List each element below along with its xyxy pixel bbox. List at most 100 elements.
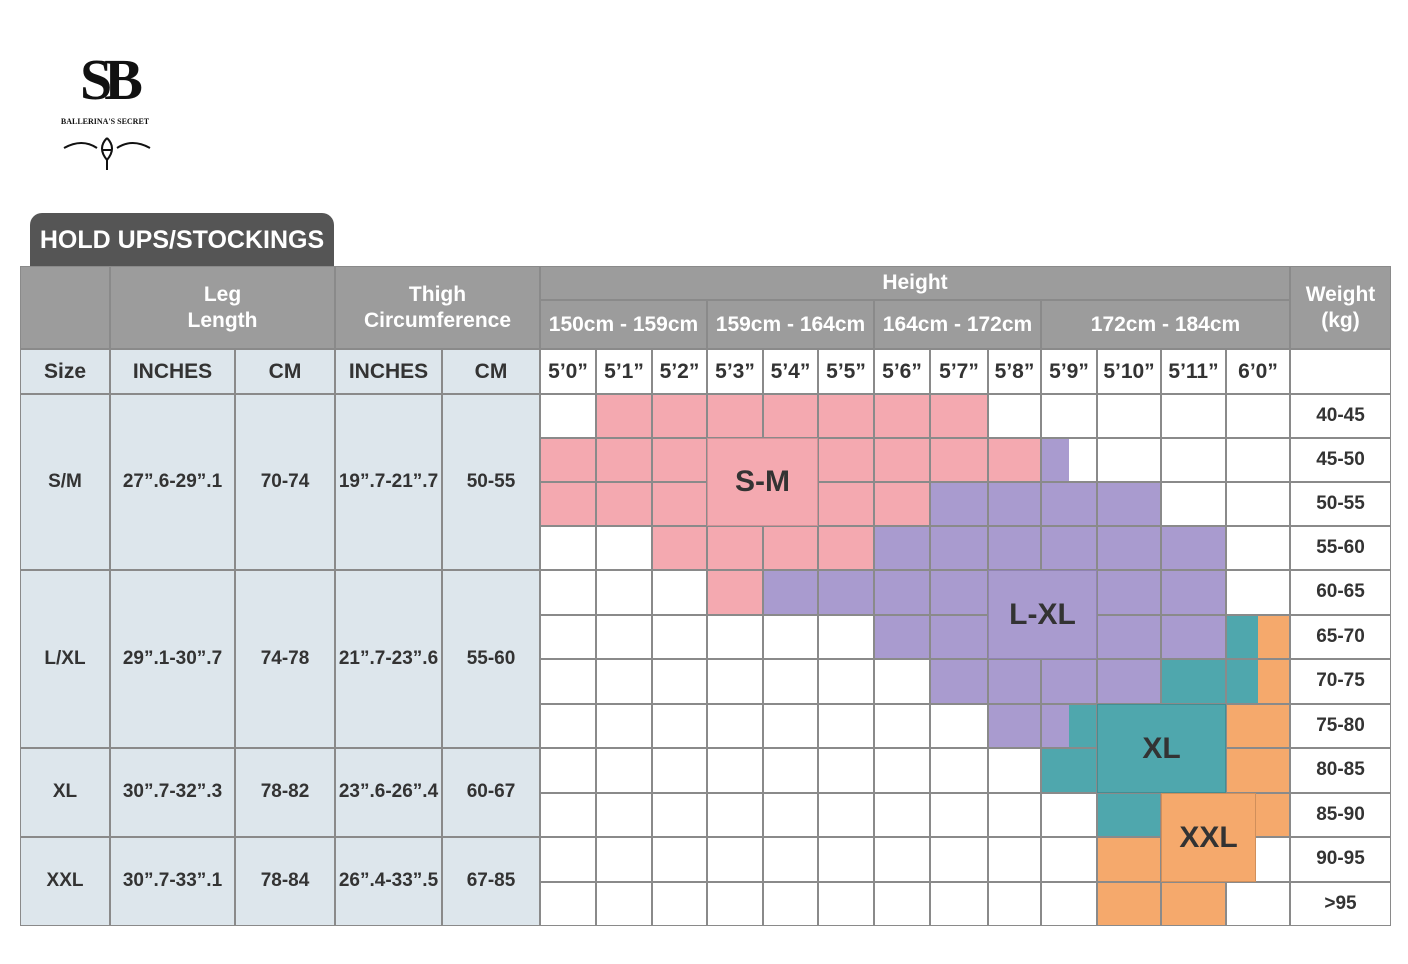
grid-cell <box>596 570 652 615</box>
grid-cell <box>707 793 763 837</box>
zone-label: XL <box>1097 704 1226 793</box>
size-thigh-cm: 55-60 <box>442 570 540 748</box>
grid-cell <box>988 526 1041 570</box>
grid-cell <box>1161 482 1226 526</box>
grid-cell <box>596 793 652 837</box>
grid-cell <box>1097 570 1161 615</box>
grid-cell <box>818 659 874 704</box>
grid-cell <box>763 659 818 704</box>
grid-cell <box>707 526 763 570</box>
zone-label: L-XL <box>988 570 1097 659</box>
weight-label: 75-80 <box>1290 704 1391 748</box>
grid-cell <box>818 837 874 882</box>
grid-cell <box>1041 748 1097 793</box>
grid-cell <box>1097 526 1161 570</box>
grid-cell <box>988 438 1041 482</box>
weight-label: 50-55 <box>1290 482 1391 526</box>
grid-cell <box>988 837 1041 882</box>
grid-cell <box>874 882 930 926</box>
grid-cell <box>1226 526 1290 570</box>
size-leg-in: 30”.7-33”.1 <box>110 837 235 926</box>
grid-cell <box>874 482 930 526</box>
grid-cell <box>596 615 652 659</box>
header-ft: 5’2” <box>652 349 707 394</box>
logo-monogram: SB <box>80 47 143 113</box>
header-ft: 5’1” <box>596 349 652 394</box>
grid-cell <box>1161 659 1226 704</box>
grid-cell <box>874 704 930 748</box>
grid-cell <box>763 793 818 837</box>
header-unit: INCHES <box>110 349 235 394</box>
size-thigh-in: 21”.7-23”.6 <box>335 570 442 748</box>
grid-cell <box>707 704 763 748</box>
grid-cell <box>540 526 596 570</box>
grid-cell <box>818 882 874 926</box>
weight-label: 45-50 <box>1290 438 1391 482</box>
header-ft: 5’0” <box>540 349 596 394</box>
weight-label: 90-95 <box>1290 837 1391 882</box>
size-leg-cm: 70-74 <box>235 394 335 570</box>
grid-cell <box>1041 438 1097 482</box>
grid-cell <box>930 793 988 837</box>
grid-cell <box>1226 438 1290 482</box>
grid-cell <box>874 793 930 837</box>
grid-cell <box>763 394 818 438</box>
grid-cell <box>707 837 763 882</box>
grid-cell <box>540 659 596 704</box>
grid-cell <box>596 438 652 482</box>
grid-cell <box>1041 526 1097 570</box>
grid-cell <box>1041 882 1097 926</box>
grid-cell <box>1097 882 1161 926</box>
weight-label: 65-70 <box>1290 615 1391 659</box>
weight-label: 40-45 <box>1290 394 1391 438</box>
grid-cell <box>540 793 596 837</box>
grid-cell <box>1041 704 1097 748</box>
grid-cell <box>652 659 707 704</box>
header-unit: CM <box>235 349 335 394</box>
grid-cell <box>818 748 874 793</box>
header-ft: 5’4” <box>763 349 818 394</box>
grid-cell <box>1226 570 1290 615</box>
size-leg-cm: 74-78 <box>235 570 335 748</box>
size-size: L/XL <box>20 570 110 748</box>
grid-cell <box>596 394 652 438</box>
size-size: XXL <box>20 837 110 926</box>
grid-cell <box>652 704 707 748</box>
grid-cell <box>540 882 596 926</box>
size-thigh-in: 23”.6-26”.4 <box>335 748 442 837</box>
grid-cell <box>652 882 707 926</box>
grid-cell <box>1097 793 1161 837</box>
grid-cell <box>988 394 1041 438</box>
header-thigh: Thigh Circumference <box>335 266 540 349</box>
grid-cell <box>874 438 930 482</box>
grid-cell <box>652 793 707 837</box>
grid-cell <box>988 482 1041 526</box>
grid-cell <box>930 438 988 482</box>
grid-cell <box>596 882 652 926</box>
grid-cell <box>540 748 596 793</box>
grid-cell <box>1097 482 1161 526</box>
grid-cell <box>1041 482 1097 526</box>
grid-cell <box>1226 394 1290 438</box>
grid-cell <box>1041 659 1097 704</box>
grid-cell <box>596 526 652 570</box>
grid-cell <box>596 748 652 793</box>
size-leg-cm: 78-82 <box>235 748 335 837</box>
grid-cell <box>1226 615 1290 659</box>
size-thigh-in: 26”.4-33”.5 <box>335 837 442 926</box>
size-size: XL <box>20 748 110 837</box>
header-unit: INCHES <box>335 349 442 394</box>
weight-label: 85-90 <box>1290 793 1391 837</box>
grid-cell <box>1226 704 1290 748</box>
size-leg-in: 27”.6-29”.1 <box>110 394 235 570</box>
grid-cell <box>988 659 1041 704</box>
weight-label: 80-85 <box>1290 748 1391 793</box>
header-ft: 5’6” <box>874 349 930 394</box>
grid-cell <box>1041 793 1097 837</box>
grid-cell <box>818 394 874 438</box>
header-ft: 5’10” <box>1097 349 1161 394</box>
grid-cell <box>1161 570 1226 615</box>
size-thigh-cm: 50-55 <box>442 394 540 570</box>
grid-cell <box>1041 394 1097 438</box>
